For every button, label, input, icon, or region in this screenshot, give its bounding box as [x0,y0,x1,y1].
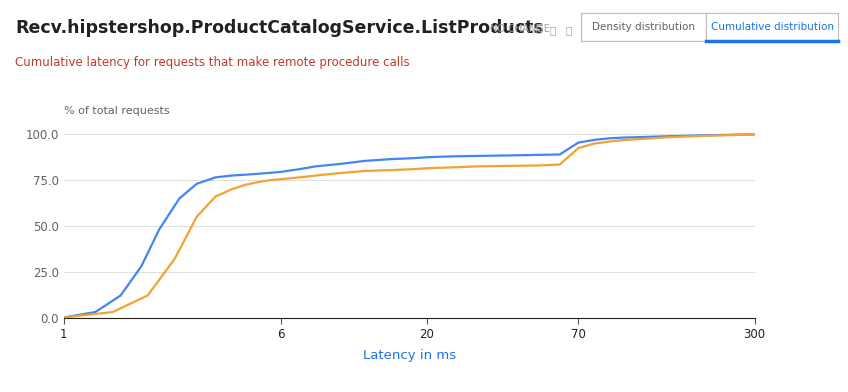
Text: 👍: 👍 [550,25,555,35]
Text: % of total requests: % of total requests [64,105,170,116]
Text: Density distribution: Density distribution [592,22,695,32]
X-axis label: Latency in ms: Latency in ms [363,349,455,362]
Text: NO CHANGE: NO CHANGE [490,24,550,34]
Text: Cumulative latency for requests that make remote procedure calls: Cumulative latency for requests that mak… [15,56,410,69]
Text: 👎: 👎 [566,25,572,35]
Text: Recv.hipstershop.ProductCatalogService.ListProducts: Recv.hipstershop.ProductCatalogService.L… [15,19,544,37]
Text: ⓘ: ⓘ [536,24,543,34]
Text: Cumulative distribution: Cumulative distribution [711,22,834,32]
